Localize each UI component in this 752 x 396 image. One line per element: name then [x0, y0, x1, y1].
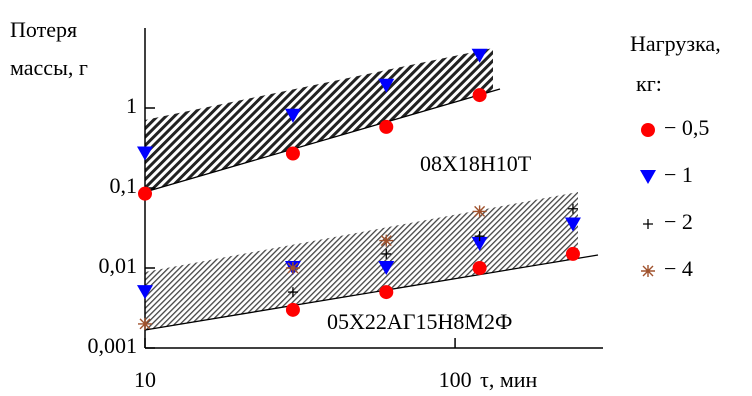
annotation: 05Х22АГ15Н8М2Ф	[327, 309, 512, 334]
y-tick-label: 1	[126, 93, 137, 118]
y-tick-label: 0,01	[99, 253, 138, 278]
scatter-point	[138, 317, 152, 330]
scatter-point	[287, 287, 298, 298]
scatter-point	[137, 285, 153, 300]
y-tick-label: 0,1	[110, 173, 138, 198]
y-axis-label: массы, г	[10, 55, 88, 80]
legend-marker	[643, 219, 653, 229]
scatter-point	[565, 246, 580, 261]
legend-label: − 2	[664, 209, 693, 234]
x-axis-label: τ, мин	[480, 367, 538, 392]
scatter-point	[285, 302, 300, 317]
y-tick-label: 0,001	[88, 333, 138, 358]
scatter-point	[381, 248, 392, 259]
legend-label: − 4	[664, 256, 693, 281]
scatter-point	[137, 146, 153, 161]
scatter-point	[472, 88, 487, 103]
x-tick-label: 100	[439, 367, 472, 392]
legend-label: − 0,5	[664, 115, 709, 140]
scatter-point	[472, 261, 487, 275]
scatter-point	[378, 78, 395, 93]
legend-title: кг:	[636, 71, 662, 96]
x-tick-label: 10	[134, 367, 156, 392]
annotation: 08Х18Н10Т	[420, 151, 532, 176]
legend-title: Нагрузка,	[630, 31, 721, 56]
fit-line	[144, 254, 599, 331]
scatter-point	[471, 48, 488, 63]
legend-marker	[640, 170, 656, 184]
scatter-point	[472, 205, 487, 218]
scatter-point	[379, 119, 394, 134]
y-axis-label: Потеря	[10, 17, 77, 42]
legend-label: − 1	[664, 162, 693, 187]
scatter-band	[145, 48, 493, 192]
scatter-point	[378, 261, 395, 275]
scatter-point	[564, 217, 581, 232]
scatter-point	[567, 203, 578, 214]
scatter-point	[379, 285, 394, 300]
scatter-point	[285, 262, 300, 274]
legend-marker	[641, 265, 655, 277]
scatter-point	[138, 186, 152, 201]
scatter-point	[285, 146, 300, 161]
scatter-band	[145, 192, 578, 330]
fit-line	[144, 88, 501, 193]
legend-marker	[641, 123, 655, 137]
scatter-point	[379, 234, 394, 247]
scatter-point	[474, 231, 485, 242]
scatter-point	[284, 108, 301, 123]
scatter-point	[471, 236, 488, 251]
